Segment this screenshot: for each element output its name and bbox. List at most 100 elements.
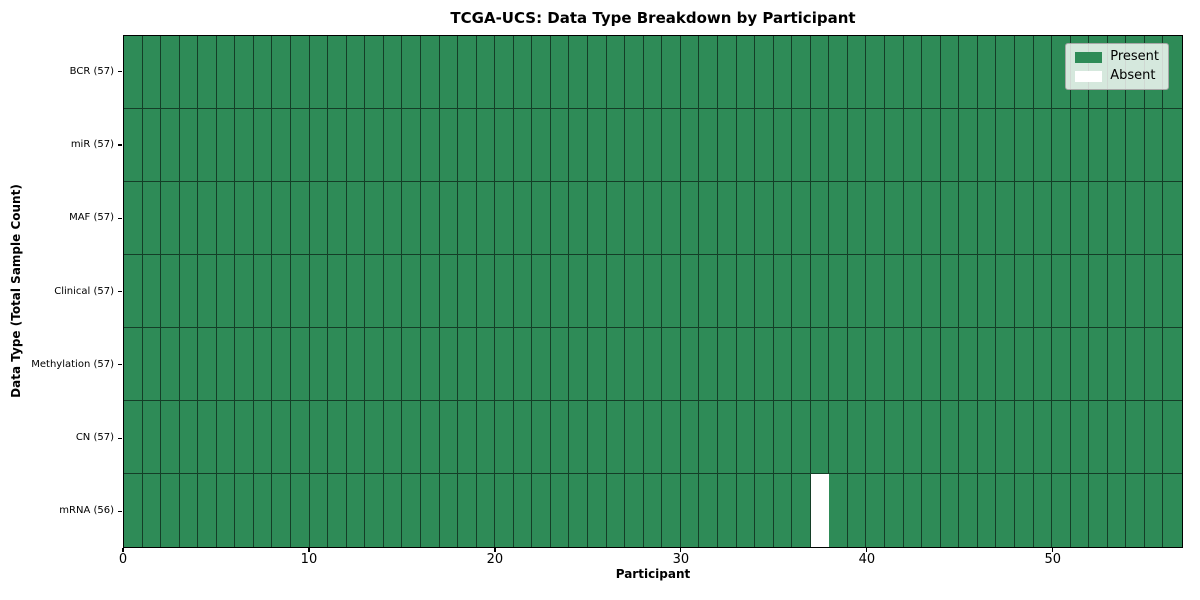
- heatmap-cell-Clinical-52: [1089, 255, 1108, 328]
- heatmap-cell-mRNA-7: [253, 474, 273, 547]
- heatmap-cell-BCR-1: [142, 36, 162, 109]
- heatmap-cell-BCR-32: [717, 36, 737, 109]
- y-tick-label-mRNA: mRNA (56): [59, 505, 114, 517]
- heatmap-cell-mRNA-14: [383, 474, 403, 547]
- heatmap-cell-BCR-36: [792, 36, 811, 109]
- legend-item-present: Present: [1075, 50, 1159, 64]
- heatmap-cell-miR-48: [1014, 109, 1034, 182]
- heatmap-cell-Methylation-32: [717, 328, 737, 401]
- heatmap-cell-Clinical-29: [662, 255, 681, 328]
- heatmap-cell-Methylation-22: [532, 328, 551, 401]
- heatmap-cell-mRNA-53: [1107, 474, 1127, 547]
- heatmap-cell-mRNA-8: [272, 474, 292, 547]
- heatmap-cell-CN-7: [253, 401, 273, 474]
- heatmap-cell-Clinical-35: [773, 255, 793, 328]
- heatmap-cell-Clinical-8: [272, 255, 292, 328]
- heatmap-cell-Methylation-42: [903, 328, 923, 401]
- heatmap-cell-BCR-24: [569, 36, 589, 109]
- heatmap-cell-Methylation-45: [959, 328, 978, 401]
- heatmap-cell-Clinical-30: [680, 255, 700, 328]
- heatmap-cell-Clinical-11: [328, 255, 347, 328]
- heatmap-cell-Clinical-28: [643, 255, 663, 328]
- x-tick-label-50: 50: [1044, 552, 1062, 567]
- heatmap-cell-MAF-11: [328, 182, 347, 255]
- heatmap-cell-Methylation-19: [476, 328, 496, 401]
- heatmap-cell-mRNA-48: [1014, 474, 1034, 547]
- y-axis-label: Data Type (Total Sample Count): [9, 184, 23, 398]
- heatmap-cell-CN-21: [513, 401, 533, 474]
- heatmap-cell-BCR-26: [606, 36, 626, 109]
- heatmap-cell-Clinical-23: [550, 255, 570, 328]
- heatmap-cell-MAF-46: [977, 182, 997, 255]
- heatmap-cell-MAF-44: [940, 182, 960, 255]
- heatmap-cell-CN-17: [439, 401, 459, 474]
- heatmap-cell-MAF-1: [142, 182, 162, 255]
- heatmap-cell-mRNA-15: [402, 474, 421, 547]
- heatmap-cell-miR-32: [717, 109, 737, 182]
- y-tick-mark: [118, 291, 122, 293]
- heatmap-cell-CN-27: [625, 401, 644, 474]
- heatmap-cell-miR-52: [1089, 109, 1108, 182]
- heatmap-cell-miR-20: [495, 109, 514, 182]
- heatmap-cell-Methylation-34: [755, 328, 774, 401]
- heatmap-cell-MAF-25: [588, 182, 607, 255]
- heatmap-cell-Methylation-47: [996, 328, 1015, 401]
- heatmap-cell-Clinical-36: [792, 255, 811, 328]
- heatmap-cell-mRNA-16: [420, 474, 440, 547]
- heatmap-cell-MAF-20: [495, 182, 514, 255]
- heatmap-cell-CN-43: [922, 401, 941, 474]
- y-tick-mark: [118, 217, 122, 219]
- heatmap-cell-Clinical-17: [439, 255, 459, 328]
- heatmap-cell-CN-47: [996, 401, 1015, 474]
- heatmap-cell-MAF-32: [717, 182, 737, 255]
- y-tick-mark: [118, 144, 122, 146]
- heatmap-cell-mRNA-13: [365, 474, 384, 547]
- chart-title: TCGA-UCS: Data Type Breakdown by Partici…: [450, 9, 856, 27]
- heatmap-cell-CN-19: [476, 401, 496, 474]
- heatmap-cell-BCR-18: [458, 36, 477, 109]
- heatmap-cell-miR-7: [253, 109, 273, 182]
- heatmap-cell-BCR-48: [1014, 36, 1034, 109]
- heatmap-cell-Clinical-3: [179, 255, 199, 328]
- heatmap-cell-BCR-43: [922, 36, 941, 109]
- heatmap-cell-BCR-49: [1033, 36, 1053, 109]
- x-tick-mark: [494, 548, 496, 552]
- heatmap-cell-Methylation-44: [940, 328, 960, 401]
- heatmap-cell-BCR-0: [124, 36, 143, 109]
- heatmap-cell-mRNA-50: [1052, 474, 1071, 547]
- heatmap-cell-mRNA-0: [124, 474, 143, 547]
- heatmap-cell-Methylation-41: [885, 328, 904, 401]
- y-tick-mark: [118, 364, 122, 366]
- heatmap-cell-BCR-6: [235, 36, 254, 109]
- x-axis-label: Participant: [615, 567, 691, 581]
- x-tick-label-0: 0: [118, 552, 128, 567]
- heatmap-cell-CN-32: [717, 401, 737, 474]
- heatmap-cell-Methylation-43: [922, 328, 941, 401]
- heatmap-cell-MAF-39: [847, 182, 867, 255]
- heatmap-cell-CN-6: [235, 401, 254, 474]
- y-tick-mark: [118, 437, 122, 439]
- legend-label-absent: Absent: [1110, 68, 1156, 83]
- heatmap-cell-MAF-4: [198, 182, 217, 255]
- heatmap-cell-BCR-11: [328, 36, 347, 109]
- heatmap-cell-mRNA-47: [996, 474, 1015, 547]
- heatmap-cell-Methylation-38: [829, 328, 848, 401]
- heatmap-cell-Clinical-37: [810, 255, 830, 328]
- x-tick-mark: [1052, 548, 1054, 552]
- heatmap-cell-MAF-38: [829, 182, 848, 255]
- heatmap-cell-CN-22: [532, 401, 551, 474]
- heatmap-cell-mRNA-44: [940, 474, 960, 547]
- heatmap-cell-CN-30: [680, 401, 700, 474]
- heatmap-cell-BCR-33: [736, 36, 756, 109]
- heatmap-cell-mRNA-1: [142, 474, 162, 547]
- heatmap-cell-mRNA-26: [606, 474, 626, 547]
- heatmap-cell-CN-23: [550, 401, 570, 474]
- heatmap-cell-MAF-56: [1163, 182, 1182, 255]
- heatmap-cell-miR-51: [1070, 109, 1090, 182]
- legend-item-absent: Absent: [1075, 69, 1159, 83]
- heatmap-cell-Methylation-30: [680, 328, 700, 401]
- heatmap-cell-CN-10: [309, 401, 329, 474]
- heatmap-cell-mRNA-41: [885, 474, 904, 547]
- x-tick-mark: [308, 548, 310, 552]
- heatmap-cell-MAF-27: [625, 182, 644, 255]
